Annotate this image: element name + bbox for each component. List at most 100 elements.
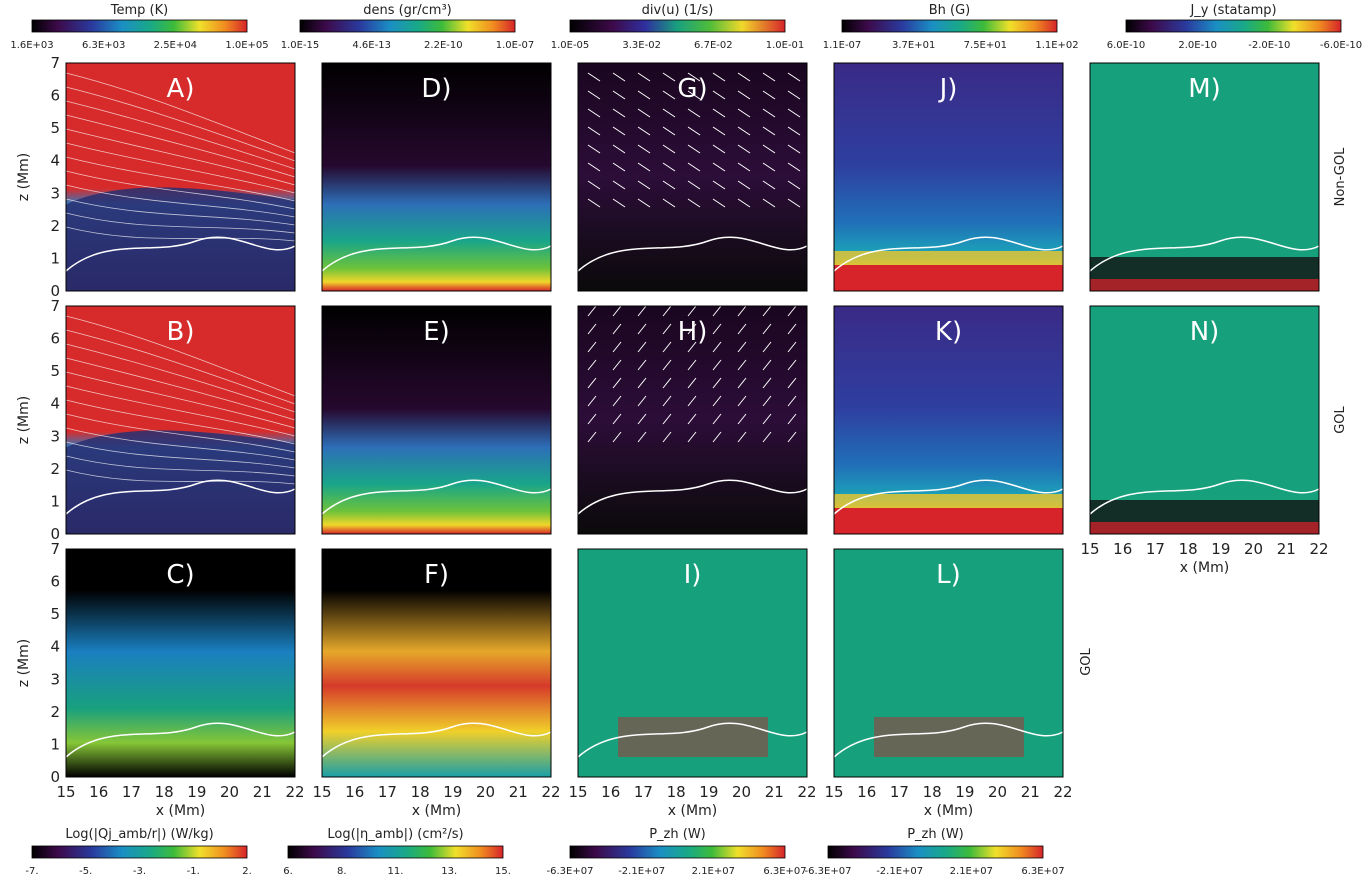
panel-label: F)	[424, 560, 449, 590]
velocity-arrow	[737, 144, 751, 154]
velocity-arrow	[712, 377, 722, 389]
x-tick-label: 16	[345, 783, 364, 801]
colorbar-tick-label: -6.3E+07	[547, 866, 594, 876]
velocity-arrow	[662, 126, 676, 136]
colorbar-gradient	[31, 845, 248, 859]
panel-field	[1090, 63, 1319, 291]
y-tick-label: 1	[50, 735, 60, 753]
panel-label: H)	[678, 317, 708, 347]
colorbar: P_zh (W) -6.3E+07 -2.1E+07 2.1E+07 6.3E+07	[547, 827, 807, 876]
velocity-arrow	[662, 198, 676, 208]
field-line	[65, 427, 296, 461]
y-tick-label: 0	[50, 282, 60, 300]
x-tick-label: 22	[1053, 783, 1072, 801]
field-line	[65, 72, 296, 154]
velocity-arrow	[762, 305, 772, 317]
x-axis-label: x (Mm)	[1180, 560, 1229, 576]
colorbar-tick-label: 3.3E-02	[622, 40, 661, 51]
panel-label: D)	[421, 74, 451, 104]
velocity-arrow	[737, 431, 747, 443]
velocity-arrow	[787, 198, 801, 208]
velocity-arrow	[712, 126, 726, 136]
y-tick-label: 3	[50, 670, 60, 688]
velocity-arrow	[787, 126, 801, 136]
field-line	[65, 469, 296, 485]
x-tick-label: 21	[765, 783, 784, 801]
x-tick-label: 21	[253, 783, 272, 801]
y-tick-label: 4	[50, 638, 60, 656]
panel-l: L)	[833, 548, 1064, 778]
x-tick-label: 16	[857, 783, 876, 801]
colorbar: Log(|Qj_amb/r|) (W/kg) -7. -5. -3. -1. 2.	[25, 827, 251, 876]
panel-label: G)	[677, 74, 707, 104]
colorbar-tick-label: 2.5E+04	[154, 40, 197, 51]
colorbar-gradient	[31, 19, 248, 33]
field-line	[65, 413, 296, 453]
colorbar-tick-label: 1.0E-05	[551, 40, 590, 51]
x-tick-label: 18	[1179, 540, 1198, 558]
colorbar-tick-label: -7.	[25, 866, 38, 876]
field-line	[65, 184, 296, 218]
velocity-arrow	[787, 377, 797, 389]
strong-field-band	[834, 265, 1063, 291]
panel-a: A)	[65, 62, 296, 292]
colorbar-tick-label: 2.	[242, 866, 252, 876]
velocity-arrow	[687, 108, 701, 118]
velocity-arrow	[637, 305, 647, 317]
y-tick-label: 3	[50, 427, 60, 445]
x-tick-label: 15	[56, 783, 75, 801]
velocity-arrow	[612, 377, 622, 389]
panel-j: J)	[833, 62, 1064, 292]
velocity-arrow	[687, 341, 697, 353]
velocity-arrow	[612, 126, 626, 136]
velocity-arrow	[712, 305, 722, 317]
velocity-arrow	[587, 126, 601, 136]
panel-frame	[65, 305, 296, 535]
colorbar-title: P_zh (W)	[649, 827, 706, 842]
contour-line	[577, 236, 808, 272]
velocity-arrow	[737, 413, 747, 425]
panel-frame	[321, 548, 552, 778]
y-tick-label: 0	[50, 525, 60, 543]
velocity-arrow	[787, 305, 797, 317]
velocity-arrow	[762, 431, 772, 443]
y-tick-label: 7	[50, 540, 60, 558]
panel-field	[322, 306, 551, 534]
velocity-arrow	[787, 359, 797, 371]
colorbar-tick-label: 11.	[388, 866, 404, 876]
colorbar-tick-label: -2.1E+07	[876, 866, 923, 876]
y-tick-label: 5	[50, 605, 60, 623]
velocity-arrow	[587, 431, 597, 443]
colorbar-tick-label: 2.1E+07	[692, 866, 735, 876]
current-layer-red	[1090, 279, 1319, 291]
velocity-arrow	[612, 359, 622, 371]
field-band	[834, 494, 1063, 508]
velocity-arrow	[637, 431, 647, 443]
y-axis-label: z (Mm)	[16, 396, 32, 444]
contour-line	[1089, 236, 1320, 272]
panel-frame	[1089, 305, 1320, 535]
colorbar-tick-label: 6.3E+03	[82, 40, 125, 51]
velocity-arrow	[762, 108, 776, 118]
velocity-arrow	[762, 198, 776, 208]
velocity-arrow	[612, 162, 626, 172]
colorbar-tick-label: 3.7E+01	[892, 40, 935, 51]
x-axis-label: x (Mm)	[668, 803, 717, 819]
panel-b: B)	[65, 305, 296, 535]
velocity-arrow	[687, 413, 697, 425]
x-tick-label: 21	[1277, 540, 1296, 558]
panel-frame	[833, 305, 1064, 535]
x-tick-label: 20	[732, 783, 751, 801]
x-axis-label: x (Mm)	[924, 803, 973, 819]
y-tick-label: 4	[50, 395, 60, 413]
velocity-arrow	[662, 359, 672, 371]
velocity-arrow	[687, 377, 697, 389]
field-line	[65, 100, 296, 170]
velocity-arrow	[737, 126, 751, 136]
colorbar-tick-label: 13.	[441, 866, 457, 876]
velocity-arrow	[637, 126, 651, 136]
panel-label: E)	[423, 317, 450, 347]
velocity-arrow	[662, 162, 676, 172]
velocity-arrow	[737, 72, 751, 82]
x-tick-label: 21	[509, 783, 528, 801]
